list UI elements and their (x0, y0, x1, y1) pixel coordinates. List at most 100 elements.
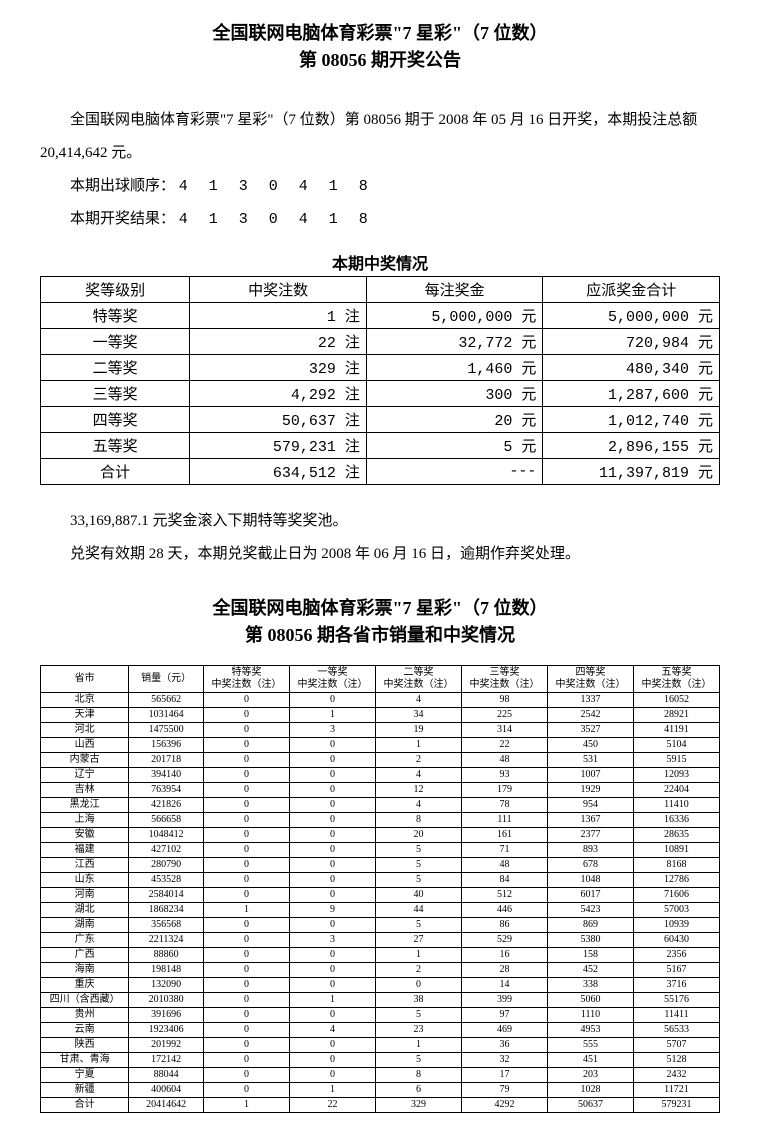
province-cell: 1367 (547, 813, 633, 828)
province-cell: 3527 (547, 723, 633, 738)
province-cell: 28921 (633, 708, 719, 723)
province-name: 湖南 (41, 918, 129, 933)
province-cell: 48 (461, 753, 547, 768)
province-cell: 158 (547, 948, 633, 963)
province-name: 河南 (41, 888, 129, 903)
province-cell: 22 (289, 1098, 375, 1113)
province-cell: 0 (289, 1008, 375, 1023)
province-cell: 36 (461, 1038, 547, 1053)
province-cell: 38 (375, 993, 461, 1008)
province-cell: 0 (203, 708, 289, 723)
prize-bets: 22 注 (190, 329, 367, 355)
sub-title-line1: 全国联网电脑体育彩票"7 星彩"（7 位数） (213, 598, 548, 618)
province-name: 甘肃、青海 (41, 1053, 129, 1068)
province-cell: 579231 (633, 1098, 719, 1113)
province-cell: 8168 (633, 858, 719, 873)
prize-level: 合计 (41, 459, 190, 485)
province-row: 广西88860001161582356 (41, 948, 720, 963)
province-cell: 88044 (129, 1068, 204, 1083)
province-cell: 0 (289, 1068, 375, 1083)
prize-bets: 50,637 注 (190, 407, 367, 433)
province-cell: 4 (375, 693, 461, 708)
province-row: 河南25840140040512601771606 (41, 888, 720, 903)
province-cell: 0 (203, 843, 289, 858)
draw-order-line: 本期出球顺序： 4 1 3 0 4 1 8 (40, 170, 720, 203)
prize-total: 1,287,600 元 (543, 381, 720, 407)
province-name: 山东 (41, 873, 129, 888)
province-name: 新疆 (41, 1083, 129, 1098)
province-cell: 34 (375, 708, 461, 723)
province-cell: 20414642 (129, 1098, 204, 1113)
province-cell: 1 (375, 948, 461, 963)
province-cell: 55176 (633, 993, 719, 1008)
province-cell: 0 (203, 693, 289, 708)
province-cell: 1923406 (129, 1023, 204, 1038)
province-cell: 0 (203, 1038, 289, 1053)
province-name: 湖北 (41, 903, 129, 918)
province-cell: 5 (375, 843, 461, 858)
province-cell: 0 (289, 828, 375, 843)
province-cell: 565662 (129, 693, 204, 708)
province-cell: 79 (461, 1083, 547, 1098)
province-name: 广东 (41, 933, 129, 948)
province-cell: 0 (203, 993, 289, 1008)
province-cell: 2542 (547, 708, 633, 723)
province-cell: 16 (461, 948, 547, 963)
province-name: 山西 (41, 738, 129, 753)
prize-level: 五等奖 (41, 433, 190, 459)
province-cell: 88860 (129, 948, 204, 963)
province-name: 北京 (41, 693, 129, 708)
province-cell: 1 (375, 738, 461, 753)
province-row: 北京56566200498133716052 (41, 693, 720, 708)
province-cell: 201718 (129, 753, 204, 768)
prize-bets: 579,231 注 (190, 433, 367, 459)
province-cell: 1031464 (129, 708, 204, 723)
province-cell: 2211324 (129, 933, 204, 948)
province-name: 辽宁 (41, 768, 129, 783)
province-cell: 0 (203, 1023, 289, 1038)
prize-row: 一等奖22 注32,772 元720,984 元 (41, 329, 720, 355)
province-cell: 0 (289, 948, 375, 963)
province-cell: 10891 (633, 843, 719, 858)
province-cell: 11410 (633, 798, 719, 813)
province-cell: 4 (289, 1023, 375, 1038)
province-cell: 4 (375, 798, 461, 813)
draw-order-digits: 4 1 3 0 4 1 8 (179, 178, 374, 195)
province-cell: 16336 (633, 813, 719, 828)
sub-title: 全国联网电脑体育彩票"7 星彩"（7 位数） 第 08056 期各省市销量和中奖… (40, 595, 720, 649)
province-cell: 356568 (129, 918, 204, 933)
province-cell: 1337 (547, 693, 633, 708)
rollover-paragraph: 33,169,887.1 元奖金滚入下期特等奖奖池。 (40, 505, 720, 538)
province-row: 上海566658008111136716336 (41, 813, 720, 828)
province-cell: 0 (203, 813, 289, 828)
prize-total: 480,340 元 (543, 355, 720, 381)
province-row: 重庆132090000143383716 (41, 978, 720, 993)
province-cell: 5104 (633, 738, 719, 753)
province-cell: 5 (375, 1008, 461, 1023)
province-header: 省市 (41, 666, 129, 693)
province-cell: 0 (289, 978, 375, 993)
province-name: 吉林 (41, 783, 129, 798)
province-cell: 338 (547, 978, 633, 993)
province-cell: 0 (203, 738, 289, 753)
title-line1: 全国联网电脑体育彩票"7 星彩"（7 位数） (213, 23, 548, 43)
province-name: 天津 (41, 708, 129, 723)
province-cell: 531 (547, 753, 633, 768)
province-cell: 179 (461, 783, 547, 798)
intro-paragraph: 全国联网电脑体育彩票"7 星彩"（7 位数）第 08056 期于 2008 年 … (40, 104, 720, 170)
province-cell: 5128 (633, 1053, 719, 1068)
province-cell: 0 (289, 783, 375, 798)
prize-per: 5 元 (366, 433, 543, 459)
prize-row: 三等奖4,292 注300 元1,287,600 元 (41, 381, 720, 407)
prize-row: 合计634,512 注---11,397,819 元 (41, 459, 720, 485)
province-cell: 555 (547, 1038, 633, 1053)
province-cell: 172142 (129, 1053, 204, 1068)
province-header: 一等奖中奖注数（注） (289, 666, 375, 693)
province-cell: 678 (547, 858, 633, 873)
province-cell: 10939 (633, 918, 719, 933)
province-cell: 11411 (633, 1008, 719, 1023)
province-cell: 329 (375, 1098, 461, 1113)
province-cell: 198148 (129, 963, 204, 978)
prize-header: 应派奖金合计 (543, 277, 720, 303)
province-cell: 5167 (633, 963, 719, 978)
